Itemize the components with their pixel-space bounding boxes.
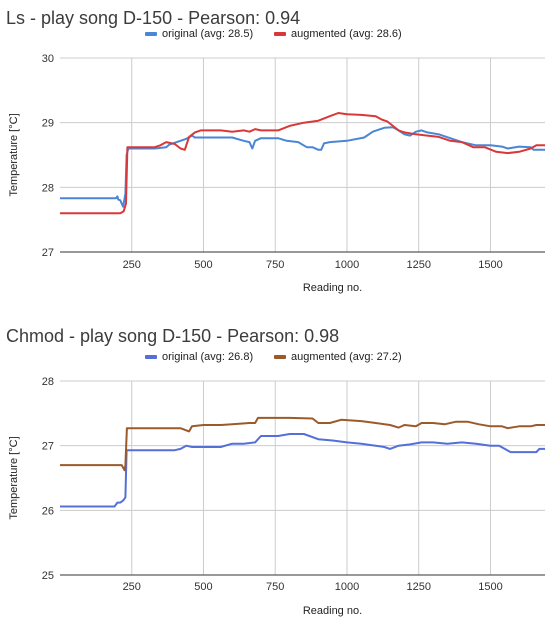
legend-label: original (avg: 28.5) bbox=[162, 28, 253, 40]
y-axis-title: Temperature [°C] bbox=[8, 436, 20, 519]
series-line-2 bbox=[60, 112, 545, 215]
series-line-1 bbox=[60, 433, 545, 508]
x-tick-label: 1000 bbox=[335, 259, 359, 271]
legend-swatch bbox=[274, 355, 286, 359]
y-tick-label: 29 bbox=[42, 118, 54, 130]
series-line-1 bbox=[60, 126, 545, 208]
legend-swatch bbox=[274, 32, 286, 36]
series-line-2 bbox=[60, 416, 545, 472]
chart-2: Chmod - play song D-150 - Pearson: 0.98 o… bbox=[6, 326, 545, 617]
x-tick-label: 1500 bbox=[478, 259, 502, 271]
x-tick-label: 1250 bbox=[406, 259, 430, 271]
chart-title: Chmod - play song D-150 - Pearson: 0.98 bbox=[6, 326, 339, 346]
legend-label: augmented (avg: 28.6) bbox=[291, 28, 402, 40]
y-tick-label: 26 bbox=[42, 505, 54, 517]
x-tick-label: 1500 bbox=[478, 581, 502, 593]
legend-swatch bbox=[145, 32, 157, 36]
y-tick-label: 28 bbox=[42, 376, 54, 388]
y-tick-label: 27 bbox=[42, 247, 54, 259]
x-tick-label: 500 bbox=[194, 259, 212, 271]
chart-1: Ls - play song D-150 - Pearson: 0.94orig… bbox=[6, 8, 545, 294]
y-tick-label: 28 bbox=[42, 182, 54, 194]
y-tick-label: 25 bbox=[42, 570, 54, 582]
x-tick-label: 500 bbox=[194, 581, 212, 593]
y-tick-label: 30 bbox=[42, 53, 54, 65]
x-tick-label: 750 bbox=[266, 581, 284, 593]
x-tick-label: 750 bbox=[266, 259, 284, 271]
y-axis-title: Temperature [°C] bbox=[8, 113, 20, 196]
x-tick-label: 1250 bbox=[406, 581, 430, 593]
x-tick-label: 250 bbox=[123, 581, 141, 593]
x-tick-label: 1000 bbox=[335, 581, 359, 593]
legend-label: augmented (avg: 27.2) bbox=[291, 351, 402, 363]
legend-label: original (avg: 26.8) bbox=[162, 351, 253, 363]
legend-swatch bbox=[145, 355, 157, 359]
y-tick-label: 27 bbox=[42, 441, 54, 453]
x-axis-title: Reading no. bbox=[303, 605, 362, 617]
x-axis-title: Reading no. bbox=[303, 282, 362, 294]
chart-title: Ls - play song D-150 - Pearson: 0.94 bbox=[6, 8, 300, 28]
x-tick-label: 250 bbox=[123, 259, 141, 271]
